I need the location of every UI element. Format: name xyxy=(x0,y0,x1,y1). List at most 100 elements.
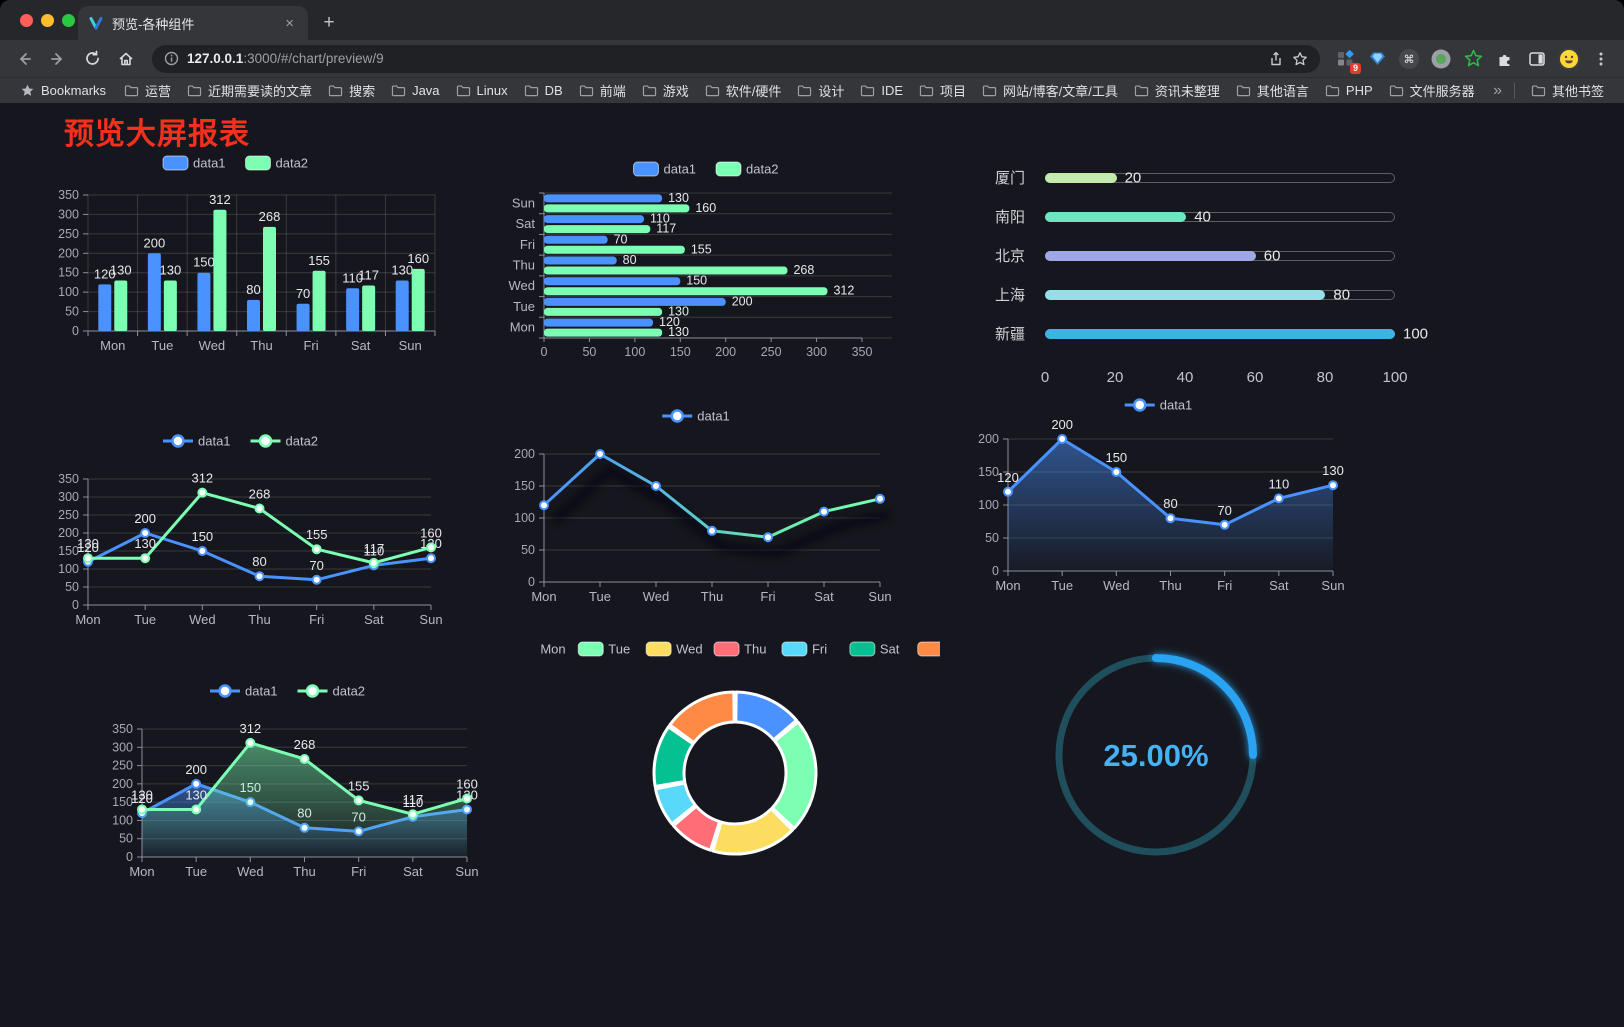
legend-item[interactable]: Sun xyxy=(917,641,971,657)
svg-text:200: 200 xyxy=(58,526,79,540)
reload-icon[interactable] xyxy=(78,45,106,73)
browser-menu-icon[interactable] xyxy=(1588,46,1614,72)
url-path: :3000/#/chart/preview/9 xyxy=(243,51,384,66)
legend-item[interactable]: Mon xyxy=(509,641,566,657)
share-icon[interactable] xyxy=(1268,51,1284,67)
svg-text:Tue: Tue xyxy=(185,864,207,879)
svg-text:117: 117 xyxy=(363,541,384,556)
side-panel-icon[interactable] xyxy=(1524,46,1550,72)
home-icon[interactable] xyxy=(112,45,140,73)
bookmarks-manager[interactable]: Bookmarks xyxy=(12,81,114,100)
progress-value: 20 xyxy=(1124,169,1142,186)
legend-item[interactable]: Wed xyxy=(645,641,703,657)
bookmark-folder[interactable]: 设计 xyxy=(789,79,852,102)
progress-fill xyxy=(1045,172,1117,183)
legend-item[interactable]: Sat xyxy=(849,641,900,657)
pie-slice-Wed[interactable] xyxy=(711,807,794,856)
legend-item[interactable]: data1 xyxy=(662,409,730,424)
svg-text:70: 70 xyxy=(296,286,310,301)
svg-text:200: 200 xyxy=(134,511,156,526)
tab-favicon xyxy=(89,17,103,30)
bookmark-star-icon[interactable] xyxy=(1292,51,1308,67)
bookmark-folder[interactable]: 软件/硬件 xyxy=(697,79,790,102)
bookmark-folder[interactable]: 文件服务器 xyxy=(1381,79,1483,102)
svg-text:Thu: Thu xyxy=(250,338,272,353)
svg-text:100: 100 xyxy=(112,813,133,827)
bookmarks-label: Bookmarks xyxy=(41,83,107,98)
bookmark-folder[interactable]: 资讯未整理 xyxy=(1126,79,1228,102)
record-extension-icon[interactable] xyxy=(1428,46,1454,72)
svg-text:70: 70 xyxy=(309,558,323,573)
legend-item[interactable]: data1 xyxy=(162,155,226,171)
bookmarks-overflow-chevron[interactable]: » xyxy=(1493,81,1502,99)
bookmark-folder-label: Linux xyxy=(476,83,508,98)
svg-text:Sat: Sat xyxy=(403,864,423,879)
svg-text:150: 150 xyxy=(978,465,999,479)
folder-icon xyxy=(328,85,343,97)
legend-item[interactable]: data1 xyxy=(210,684,278,699)
pie-slice-Thu[interactable] xyxy=(672,804,722,852)
legend-item[interactable]: data2 xyxy=(715,161,779,177)
bookmark-folder[interactable]: 前端 xyxy=(571,79,634,102)
bookmark-folder[interactable]: Linux xyxy=(448,81,516,100)
command-extension-icon[interactable]: ⌘ xyxy=(1396,46,1422,72)
tab-close-icon[interactable]: × xyxy=(285,14,294,32)
browser-tab[interactable]: 预览-各种组件 × xyxy=(78,6,308,40)
bookmark-folder-label: 网站/博客/文章/工具 xyxy=(1003,84,1118,99)
pie-slice-Fri[interactable] xyxy=(654,781,697,826)
profile-avatar[interactable] xyxy=(1556,46,1582,72)
legend-item[interactable]: data2 xyxy=(250,434,319,449)
extension-grid-icon[interactable]: 9 xyxy=(1332,46,1361,74)
site-info-icon[interactable] xyxy=(164,51,179,66)
extensions-puzzle-icon[interactable] xyxy=(1492,46,1518,72)
progress-label: 北京 xyxy=(995,248,1026,265)
folder-icon xyxy=(187,85,202,97)
legend-item[interactable]: Thu xyxy=(713,641,766,657)
back-icon[interactable] xyxy=(10,45,38,73)
svg-text:312: 312 xyxy=(191,471,213,486)
forward-icon[interactable] xyxy=(44,45,72,73)
svg-text:70: 70 xyxy=(1217,503,1231,518)
svg-text:data2: data2 xyxy=(333,684,366,699)
svg-text:250: 250 xyxy=(761,345,782,359)
legend-item[interactable]: data1 xyxy=(633,161,697,177)
bookmark-folder[interactable]: Java xyxy=(383,81,447,100)
pie-slice-Sun[interactable] xyxy=(668,690,736,745)
close-window-button[interactable] xyxy=(20,14,33,27)
progress-value: 40 xyxy=(1194,208,1211,225)
svg-text:Sun: Sun xyxy=(1321,578,1344,593)
axis-tick-label: 80 xyxy=(1316,369,1334,386)
svg-text:268: 268 xyxy=(793,263,814,277)
legend-item[interactable]: data2 xyxy=(297,684,366,699)
minimize-window-button[interactable] xyxy=(41,14,54,27)
svg-text:data1: data1 xyxy=(1160,398,1193,413)
bookmarks-star-icon xyxy=(21,84,34,96)
pie-slice-Mon[interactable] xyxy=(734,690,798,742)
pie-slice-Tue[interactable] xyxy=(770,720,818,830)
new-tab-button[interactable]: + xyxy=(323,12,335,33)
legend-item[interactable]: Tue xyxy=(577,641,630,657)
svg-text:120: 120 xyxy=(131,791,153,806)
legend-item[interactable]: data1 xyxy=(163,434,231,449)
url-bar[interactable]: 127.0.0.1:3000/#/chart/preview/9 xyxy=(152,44,1320,73)
bookmark-folder[interactable]: 其他语言 xyxy=(1228,79,1317,102)
bookmark-folder[interactable]: 近期需要读的文章 xyxy=(179,79,320,102)
bookmark-folder[interactable]: 网站/博客/文章/工具 xyxy=(974,79,1126,102)
legend-item[interactable]: data1 xyxy=(1124,398,1193,413)
bookmark-folder[interactable]: 游戏 xyxy=(634,79,697,102)
other-bookmarks[interactable]: 其他书签 xyxy=(1523,79,1612,102)
bookmark-folder[interactable]: 搜索 xyxy=(320,79,383,102)
bookmark-folder[interactable]: DB xyxy=(516,81,571,100)
legend-item[interactable]: Fri xyxy=(781,641,827,657)
green-star-extension-icon[interactable] xyxy=(1460,46,1486,72)
bookmark-folder[interactable]: IDE xyxy=(852,81,911,100)
bookmark-folder[interactable]: 项目 xyxy=(911,79,974,102)
gem-extension-icon[interactable] xyxy=(1364,46,1390,72)
maximize-window-button[interactable] xyxy=(62,14,75,27)
bookmark-folder-label: IDE xyxy=(881,83,904,98)
pie-slice-Sat[interactable] xyxy=(652,725,695,789)
bookmark-folder[interactable]: 运营 xyxy=(116,79,179,102)
svg-text:130: 130 xyxy=(77,536,99,551)
bookmark-folder[interactable]: PHP xyxy=(1317,81,1381,100)
legend-item[interactable]: data2 xyxy=(245,155,309,171)
